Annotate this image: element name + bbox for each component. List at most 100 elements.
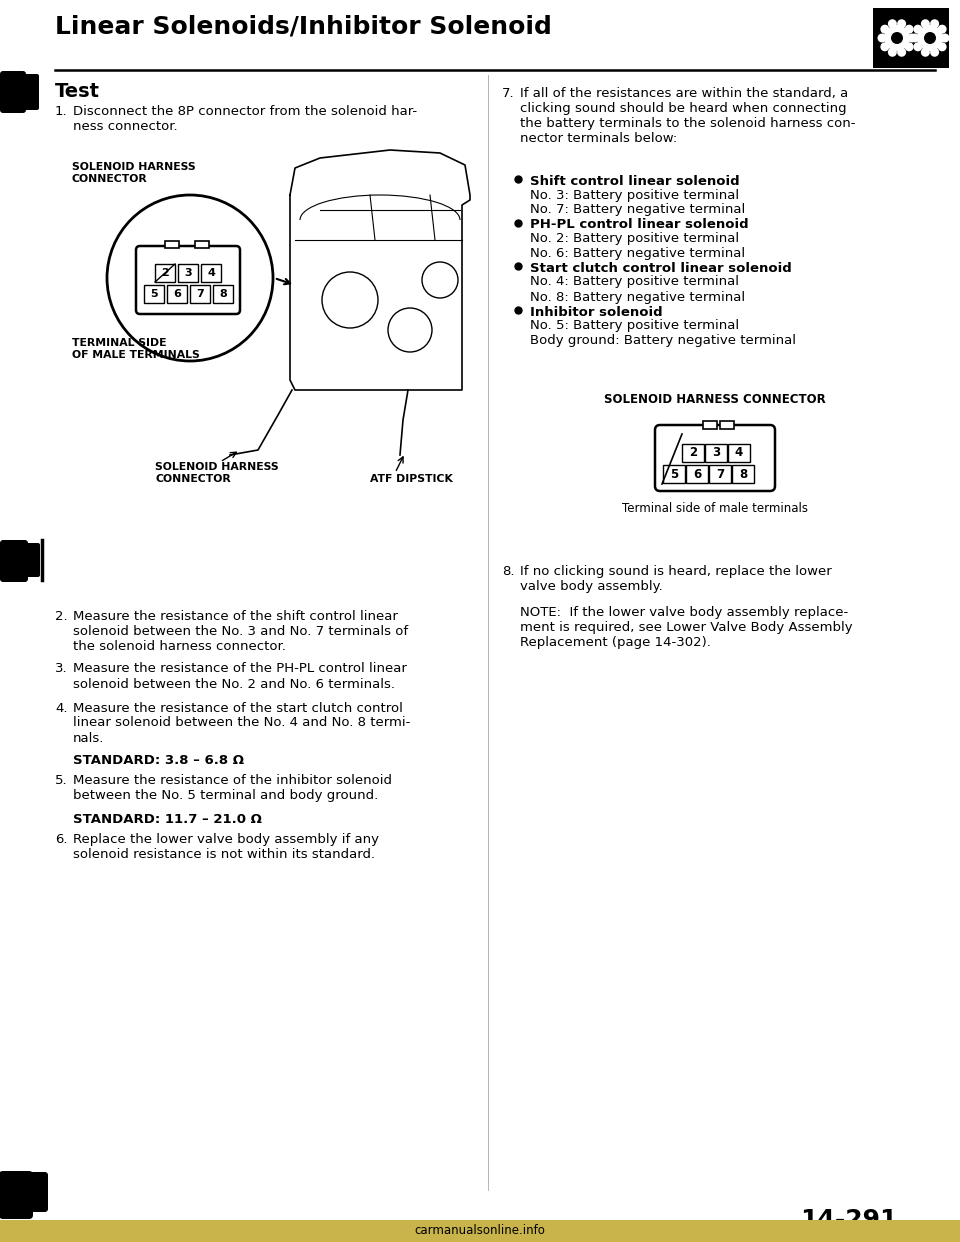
Text: SOLENOID HARNESS
CONNECTOR: SOLENOID HARNESS CONNECTOR [72,161,196,184]
Circle shape [930,19,939,29]
Text: Terminal side of male terminals: Terminal side of male terminals [622,502,808,515]
Circle shape [880,25,889,34]
Text: 7.: 7. [502,87,515,101]
Text: TERMINAL SIDE
OF MALE TERMINALS: TERMINAL SIDE OF MALE TERMINALS [72,338,200,360]
Bar [732,465,754,483]
Text: 3.: 3. [55,662,67,676]
Bar [686,465,708,483]
Text: Shift control linear solenoid: Shift control linear solenoid [530,175,739,188]
Text: Measure the resistance of the start clutch control
linear solenoid between the N: Measure the resistance of the start clut… [73,702,410,744]
FancyBboxPatch shape [0,540,28,582]
Text: If no clicking sound is heard, replace the lower
valve body assembly.: If no clicking sound is heard, replace t… [520,565,831,592]
Circle shape [924,32,936,43]
Bar [201,265,221,282]
Text: 6: 6 [693,467,701,481]
Text: Measure the resistance of the PH-PL control linear
solenoid between the No. 2 an: Measure the resistance of the PH-PL cont… [73,662,407,691]
Text: 4: 4 [734,447,743,460]
Text: NOTE:  If the lower valve body assembly replace-
ment is required, see Lower Val: NOTE: If the lower valve body assembly r… [520,606,852,650]
Circle shape [904,25,914,34]
Circle shape [888,19,897,29]
Circle shape [938,25,947,34]
FancyBboxPatch shape [655,425,775,491]
Bar [195,241,209,248]
Text: 6: 6 [173,289,180,299]
Text: 1.: 1. [55,106,67,118]
Bar [709,465,731,483]
Circle shape [888,47,897,57]
Text: 8: 8 [739,467,747,481]
FancyBboxPatch shape [24,1172,48,1212]
Text: 5: 5 [150,289,157,299]
Text: ATF DIPSTICK: ATF DIPSTICK [370,474,453,484]
Text: carmanualsonline.info: carmanualsonline.info [415,1225,545,1237]
Text: 3: 3 [184,268,192,278]
Text: No. 4: Battery positive terminal
No. 8: Battery negative terminal: No. 4: Battery positive terminal No. 8: … [530,276,745,303]
Text: Start clutch control linear solenoid: Start clutch control linear solenoid [530,262,792,274]
Circle shape [877,34,886,42]
Text: 14-291: 14-291 [800,1208,898,1232]
FancyBboxPatch shape [136,246,240,314]
Text: 7: 7 [716,467,724,481]
Text: 2: 2 [161,268,169,278]
Text: 6.: 6. [55,833,67,846]
Bar [167,284,187,303]
Circle shape [880,42,889,51]
Bar [682,443,704,462]
FancyBboxPatch shape [0,1171,33,1218]
Text: No. 2: Battery positive terminal
No. 6: Battery negative terminal: No. 2: Battery positive terminal No. 6: … [530,232,745,260]
Text: Inhibitor solenoid: Inhibitor solenoid [530,306,662,318]
Text: 3: 3 [712,447,720,460]
Circle shape [913,25,923,34]
Text: Disconnect the 8P connector from the solenoid har-
ness connector.: Disconnect the 8P connector from the sol… [73,106,418,133]
Text: Measure the resistance of the inhibitor solenoid
between the No. 5 terminal and : Measure the resistance of the inhibitor … [73,774,392,802]
Text: No. 3: Battery positive terminal
No. 7: Battery negative terminal: No. 3: Battery positive terminal No. 7: … [530,189,745,216]
Circle shape [910,34,920,42]
Bar [0,1220,960,1242]
Circle shape [917,25,943,51]
Text: Test: Test [55,82,100,101]
Circle shape [884,25,910,51]
Text: If all of the resistances are within the standard, a
clicking sound should be he: If all of the resistances are within the… [520,87,855,145]
Text: 7: 7 [196,289,204,299]
Bar [663,465,685,483]
Text: STANDARD: 3.8 – 6.8 Ω: STANDARD: 3.8 – 6.8 Ω [73,754,244,768]
Text: SOLENOID HARNESS
CONNECTOR: SOLENOID HARNESS CONNECTOR [155,462,278,484]
Text: Measure the resistance of the shift control linear
solenoid between the No. 3 an: Measure the resistance of the shift cont… [73,610,408,653]
Circle shape [898,47,906,57]
Text: 8: 8 [219,289,227,299]
Bar [728,443,750,462]
Text: 5.: 5. [55,774,67,787]
Text: 4: 4 [207,268,215,278]
Circle shape [938,42,947,51]
Circle shape [921,47,930,57]
Text: 4.: 4. [55,702,67,714]
Text: 2: 2 [689,447,697,460]
Bar [720,421,734,428]
Circle shape [891,32,903,43]
Text: 2.: 2. [55,610,67,623]
Bar [873,7,949,68]
Text: No. 5: Battery positive terminal
Body ground: Battery negative terminal: No. 5: Battery positive terminal Body gr… [530,319,796,347]
Text: STANDARD: 11.7 – 21.0 Ω: STANDARD: 11.7 – 21.0 Ω [73,814,262,826]
Text: Replace the lower valve body assembly if any
solenoid resistance is not within i: Replace the lower valve body assembly if… [73,833,379,861]
Circle shape [930,47,939,57]
Bar [155,265,175,282]
Circle shape [907,34,917,42]
Circle shape [107,195,273,361]
Circle shape [904,42,914,51]
Text: SOLENOID HARNESS CONNECTOR: SOLENOID HARNESS CONNECTOR [604,392,826,406]
Circle shape [941,34,949,42]
FancyBboxPatch shape [0,71,26,113]
Text: Linear Solenoids/Inhibitor Solenoid: Linear Solenoids/Inhibitor Solenoid [55,15,552,39]
Bar [190,284,210,303]
Bar [144,284,164,303]
Bar [705,443,727,462]
Bar [703,421,717,428]
Text: 8.: 8. [502,565,515,578]
Circle shape [913,42,923,51]
Circle shape [921,19,930,29]
FancyBboxPatch shape [19,75,39,111]
Bar [178,265,198,282]
Circle shape [898,19,906,29]
Bar [165,241,179,248]
